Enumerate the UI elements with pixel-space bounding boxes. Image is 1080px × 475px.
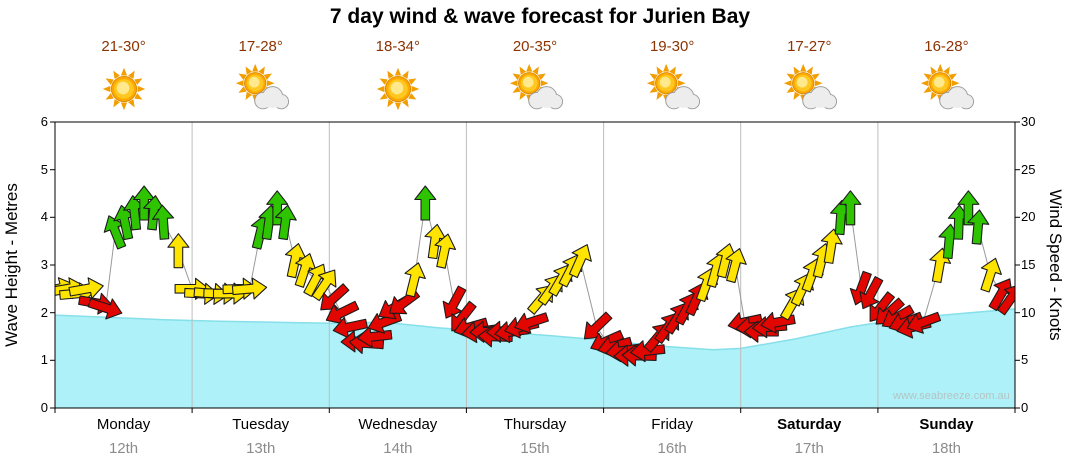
sun-cloud-icon <box>780 60 838 118</box>
wind-arrow <box>997 283 1015 316</box>
wave-height-area <box>55 308 1015 408</box>
sun-icon <box>369 60 427 118</box>
sun-cloud-icon <box>917 60 975 118</box>
wind-axis-tick: 10 <box>1021 304 1036 320</box>
wind-axis-tick: 30 <box>1021 114 1036 129</box>
wind-arrow <box>514 312 549 334</box>
date-label: 17th <box>794 440 824 457</box>
date-label: 15th <box>520 440 550 457</box>
wind-arrow <box>320 283 350 311</box>
wind-axis-tick: 15 <box>1021 257 1036 272</box>
wind-arrow <box>442 285 467 319</box>
wind-arrow <box>152 204 175 240</box>
wind-arrow <box>231 277 268 300</box>
wind-arrow <box>274 204 297 241</box>
temp-range: 20-35° <box>512 38 558 55</box>
wave-height-line <box>55 308 1015 351</box>
temp-range: 17-27° <box>787 38 832 55</box>
wave-axis-tick: 2 <box>40 304 48 320</box>
wind-arrow <box>434 233 457 269</box>
date-label: 18th <box>931 440 962 457</box>
wind-arrow <box>725 248 747 284</box>
wind-arrow <box>820 228 843 264</box>
wind-arrow <box>859 276 884 310</box>
temp-range: 19-30° <box>649 38 695 55</box>
plot-border <box>54 121 1016 409</box>
wind-arrow <box>568 244 592 279</box>
page-title: 7 day wind & wave forecast for Jurien Ba… <box>329 5 751 28</box>
wind-arrow <box>414 185 437 221</box>
wind-arrow <box>839 190 862 226</box>
wind-arrow <box>87 298 123 320</box>
wind-axis-tick: 20 <box>1021 209 1036 225</box>
temp-range: 21-30° <box>101 38 146 55</box>
watermark: www.seabreeze.com.au <box>893 390 1010 402</box>
wind-arrow <box>266 190 289 226</box>
temp-range: 18-34° <box>375 38 421 55</box>
date-label: 14th <box>383 440 413 457</box>
date-label: 12th <box>108 440 139 457</box>
wind-arrow <box>167 233 190 269</box>
sun-cloud-icon <box>232 60 290 118</box>
day-label: Friday <box>651 416 693 433</box>
wind-arrow <box>404 262 426 298</box>
wind-axis-tick: 0 <box>1021 400 1029 415</box>
wind-arrow <box>980 257 1002 293</box>
wave-axis-tick: 4 <box>40 209 48 225</box>
sun-cloud-icon <box>506 60 564 118</box>
day-label: Saturday <box>777 416 842 433</box>
wave-axis-tick: 1 <box>40 352 48 368</box>
sun-cloud-icon <box>643 60 701 118</box>
day-label: Wednesday <box>358 416 438 433</box>
wave-axis-tick: 5 <box>40 161 48 177</box>
wind-arrow <box>311 269 337 302</box>
wave-axis-tick: 3 <box>40 257 48 272</box>
date-label: 13th <box>246 440 276 457</box>
wind-arrow <box>906 311 942 334</box>
sun-icon <box>95 60 153 118</box>
day-label: Monday <box>96 416 151 433</box>
temp-range: 16-28° <box>924 38 969 55</box>
wave-axis-label: Wave Height - Metres <box>2 183 21 347</box>
day-label: Thursday <box>503 416 567 433</box>
temp-range: 17-28° <box>238 38 283 55</box>
wave-axis-tick: 6 <box>40 114 48 129</box>
wind-arrow <box>967 209 990 245</box>
date-label: 16th <box>657 440 687 457</box>
wind-axis-tick: 5 <box>1021 352 1029 368</box>
wind-axis-tick: 25 <box>1021 161 1036 177</box>
wind-arrow <box>957 190 980 226</box>
day-label: Sunday <box>919 416 974 433</box>
day-label: Tuesday <box>232 416 290 433</box>
wave-axis-tick: 0 <box>40 400 48 415</box>
